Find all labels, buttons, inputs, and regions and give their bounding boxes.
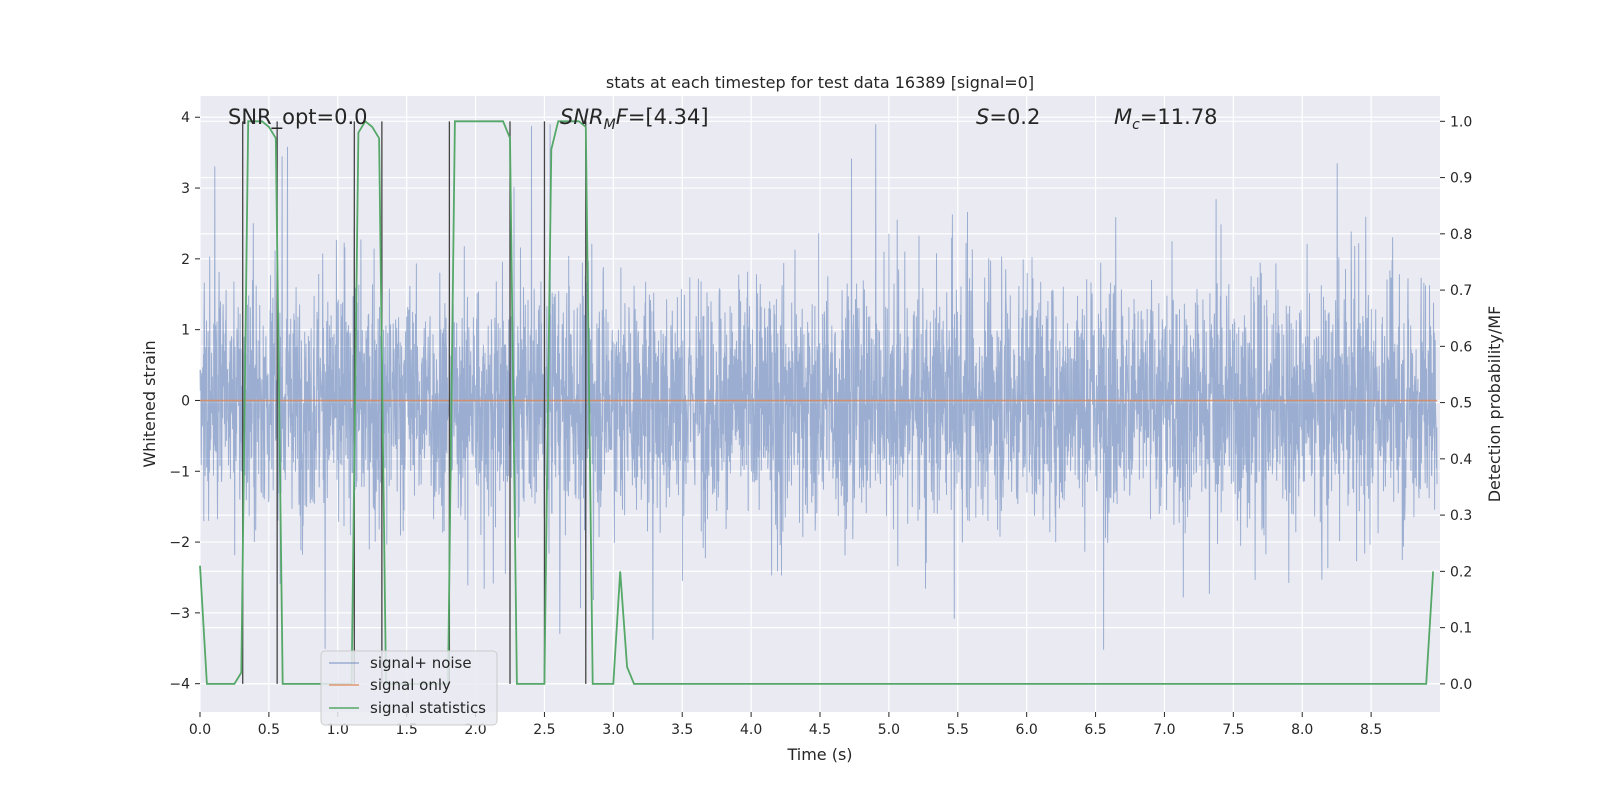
x-tick-label-15: 7.5 (1222, 722, 1244, 738)
x-tick-label-13: 6.5 (1084, 722, 1106, 738)
y-right-tick-label-6: 0.6 (1450, 339, 1472, 355)
y-tick-label-4: 0 (181, 393, 190, 409)
y-right-tick-label-5: 0.5 (1450, 396, 1472, 412)
legend: signal+ noise signal only signal statist… (320, 650, 498, 726)
x-tick-label-3: 1.5 (396, 722, 418, 738)
x-tick-label-17: 8.5 (1360, 722, 1382, 738)
x-axis-label: Time (s) (786, 745, 852, 764)
y-tick-label-5: 1 (181, 323, 190, 339)
x-tick-label-4: 2.0 (464, 722, 486, 738)
x-tick-label-11: 5.5 (947, 722, 969, 738)
y-right-tick-label-9: 0.9 (1450, 171, 1472, 187)
legend-box (320, 650, 498, 726)
y-tick-label-8: 4 (181, 110, 190, 126)
x-tick-label-6: 3.0 (602, 722, 624, 738)
y-tick-label-0: −4 (169, 677, 190, 693)
annotation-snr-mf: SNRMF=[4.34] (560, 105, 709, 133)
x-axis-ticks: 0.0 0.5 1.0 1.5 2.0 2.5 3.0 3.5 4.0 4.5 5.0 5.5 6.0 6… (189, 712, 1382, 738)
x-tick-label-1: 0.5 (258, 722, 280, 738)
x-tick-label-2: 1.0 (327, 722, 349, 738)
y-tick-label-3: −1 (169, 464, 190, 480)
x-tick-label-14: 7.0 (1153, 722, 1175, 738)
x-tick-label-12: 6.0 (1016, 722, 1038, 738)
y-right-tick-label-4: 0.4 (1450, 452, 1472, 468)
y-tick-label-1: −3 (169, 606, 190, 622)
x-tick-label-16: 8.0 (1291, 722, 1313, 738)
annotation-mc: Mc=11.78 (1114, 105, 1218, 133)
y-tick-label-6: 2 (181, 252, 190, 268)
annotation-s: S=0.2 (976, 105, 1040, 129)
y-right-axis-label: Detection probability/MF (1485, 306, 1504, 503)
y-right-tick-label-8: 0.8 (1450, 227, 1472, 243)
x-tick-label-10: 5.0 (878, 722, 900, 738)
x-tick-label-7: 3.5 (671, 722, 693, 738)
series-signal-statistics (199, 119, 1434, 685)
y-right-tick-label-3: 0.3 (1450, 508, 1472, 524)
y-right-axis-ticks: 0.0 0.1 0.2 0.3 0.4 0.5 0.6 0.7 0.8 0.9 1.0 (1440, 114, 1472, 693)
chart-title: stats at each timestep for test data 163… (606, 73, 1034, 92)
y-axis-ticks: −4 −3 −2 −1 0 1 2 3 4 (169, 110, 200, 693)
legend-entry-signal-noise: signal+ noise (370, 654, 472, 672)
series-signal-noise (199, 124, 1438, 650)
y-tick-label-2: −2 (169, 535, 190, 551)
x-tick-label-9: 4.5 (809, 722, 831, 738)
y-tick-label-7: 3 (181, 181, 190, 197)
y-right-tick-label-7: 0.7 (1450, 283, 1472, 299)
x-tick-label-5: 2.5 (533, 722, 555, 738)
y-axis-label: Whitened strain (140, 340, 159, 467)
legend-entry-signal-only: signal only (370, 676, 451, 694)
signal-statistics-line (199, 119, 1434, 685)
legend-entry-signal-statistics: signal statistics (370, 699, 486, 717)
y-right-tick-label-2: 0.2 (1450, 564, 1472, 580)
y-right-tick-label-10: 1.0 (1450, 114, 1472, 130)
y-right-tick-label-0: 0.0 (1450, 677, 1472, 693)
x-tick-label-8: 4.0 (740, 722, 762, 738)
y-right-tick-label-1: 0.1 (1450, 621, 1472, 637)
x-tick-label-0: 0.0 (189, 722, 211, 738)
noise-trace (199, 124, 1438, 650)
annotation-snr-opt: SNR_opt=0.0 (228, 105, 368, 130)
